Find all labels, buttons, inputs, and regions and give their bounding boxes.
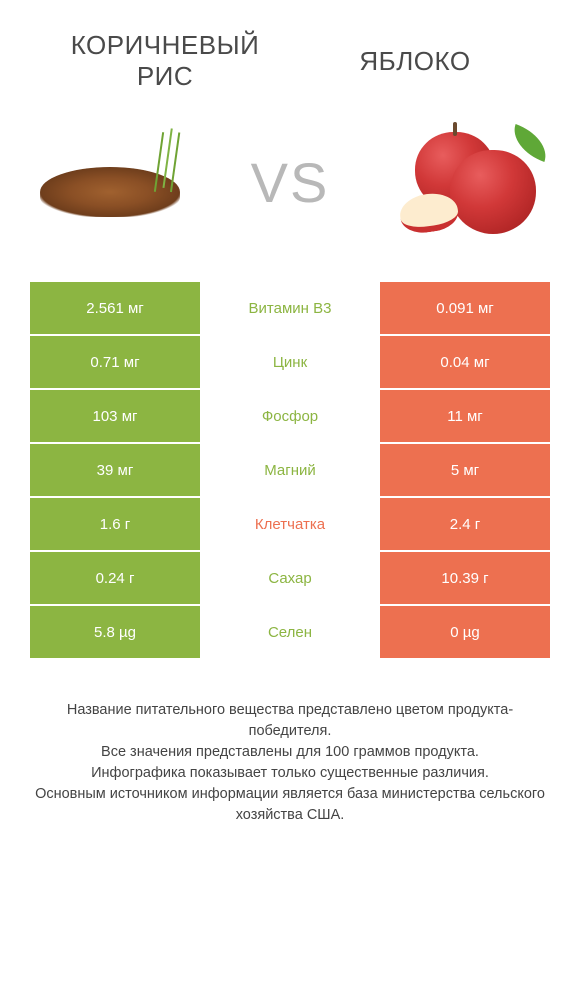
table-row: 39 мгМагний5 мг: [30, 444, 550, 498]
cell-right-value: 11 мг: [380, 390, 550, 442]
vs-label: VS: [251, 150, 330, 215]
cell-nutrient-label: Цинк: [200, 336, 380, 388]
footer-line: Основным источником информации является …: [30, 784, 550, 826]
cell-left-value: 1.6 г: [30, 498, 200, 550]
footer-text: Название питательного вещества представл…: [30, 700, 550, 826]
footer-line: Все значения представлены для 100 граммо…: [30, 742, 550, 763]
titles-row: КОРИЧНЕВЫЙРИС ЯБЛОКО: [0, 0, 580, 102]
cell-nutrient-label: Селен: [200, 606, 380, 658]
cell-right-value: 2.4 г: [380, 498, 550, 550]
title-right: ЯБЛОКО: [290, 46, 540, 77]
cell-left-value: 0.24 г: [30, 552, 200, 604]
cell-left-value: 2.561 мг: [30, 282, 200, 334]
table-row: 0.24 гСахар10.39 г: [30, 552, 550, 606]
comparison-table: 2.561 мгВитамин B30.091 мг0.71 мгЦинк0.0…: [30, 282, 550, 660]
title-left: КОРИЧНЕВЫЙРИС: [40, 30, 290, 92]
apple-image: [390, 122, 550, 242]
images-row: VS: [0, 102, 580, 282]
cell-nutrient-label: Клетчатка: [200, 498, 380, 550]
cell-right-value: 0.04 мг: [380, 336, 550, 388]
cell-right-value: 0 µg: [380, 606, 550, 658]
table-row: 0.71 мгЦинк0.04 мг: [30, 336, 550, 390]
cell-right-value: 0.091 мг: [380, 282, 550, 334]
cell-nutrient-label: Витамин B3: [200, 282, 380, 334]
cell-nutrient-label: Магний: [200, 444, 380, 496]
table-row: 103 мгФосфор11 мг: [30, 390, 550, 444]
cell-nutrient-label: Фосфор: [200, 390, 380, 442]
cell-left-value: 0.71 мг: [30, 336, 200, 388]
cell-nutrient-label: Сахар: [200, 552, 380, 604]
cell-left-value: 103 мг: [30, 390, 200, 442]
cell-right-value: 10.39 г: [380, 552, 550, 604]
table-row: 5.8 µgСелен0 µg: [30, 606, 550, 660]
footer-line: Название питательного вещества представл…: [30, 700, 550, 742]
table-row: 2.561 мгВитамин B30.091 мг: [30, 282, 550, 336]
cell-left-value: 5.8 µg: [30, 606, 200, 658]
cell-right-value: 5 мг: [380, 444, 550, 496]
brown-rice-image: [30, 122, 190, 242]
footer-line: Инфографика показывает только существенн…: [30, 763, 550, 784]
table-row: 1.6 гКлетчатка2.4 г: [30, 498, 550, 552]
cell-left-value: 39 мг: [30, 444, 200, 496]
